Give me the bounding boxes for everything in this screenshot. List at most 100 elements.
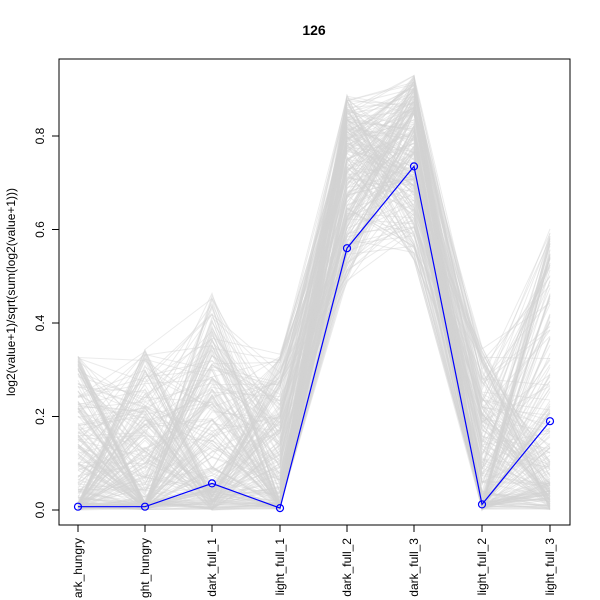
background-series-line bbox=[77, 106, 551, 509]
background-series-line bbox=[77, 167, 551, 498]
background-series-line bbox=[77, 110, 551, 511]
background-series-line bbox=[77, 136, 551, 510]
background-series-line bbox=[77, 124, 551, 511]
background-series-line bbox=[77, 92, 551, 509]
background-series-line bbox=[77, 95, 551, 511]
background-series-line bbox=[77, 133, 551, 509]
chart-title: 126 bbox=[302, 22, 326, 38]
background-series-line bbox=[77, 179, 551, 510]
background-series-line bbox=[77, 156, 551, 510]
background-series-line bbox=[77, 75, 551, 496]
x-axis: ark_hungry ght_hungry dark_full_1 light_ful… bbox=[71, 525, 557, 598]
background-series-line bbox=[77, 81, 551, 506]
background-series-line bbox=[77, 125, 551, 506]
background-series-line bbox=[77, 84, 551, 511]
background-series-line bbox=[77, 83, 551, 507]
background-series-line bbox=[77, 108, 551, 509]
background-series-line bbox=[77, 159, 551, 443]
x-tick-label: ark_hungry bbox=[71, 538, 85, 598]
x-tick-label: light_full_1 bbox=[273, 538, 287, 596]
background-series-line bbox=[77, 105, 551, 508]
background-series-line bbox=[77, 238, 551, 511]
background-series-line bbox=[77, 155, 551, 511]
y-tick-label: 0.8 bbox=[33, 127, 47, 144]
background-series-line bbox=[77, 83, 551, 503]
background-series-line bbox=[77, 99, 551, 510]
background-series-line bbox=[77, 120, 551, 509]
background-series-line bbox=[77, 74, 551, 508]
y-tick-label: 0.2 bbox=[33, 408, 47, 425]
y-tick-label: 0.4 bbox=[33, 314, 47, 331]
background-series-line bbox=[77, 96, 551, 511]
background-series-line bbox=[77, 107, 551, 507]
background-series-line bbox=[77, 135, 551, 506]
background-series-line bbox=[77, 134, 551, 511]
background-series-line bbox=[77, 94, 551, 508]
background-series-line bbox=[77, 119, 551, 510]
background-series-line bbox=[77, 112, 551, 504]
background-series-line bbox=[77, 103, 551, 510]
background-series-line bbox=[77, 118, 551, 505]
background-series-line bbox=[77, 212, 551, 509]
background-series-line bbox=[77, 128, 551, 481]
x-tick-label: dark_full_1 bbox=[205, 538, 219, 597]
background-series-line bbox=[77, 167, 551, 511]
background-series-line bbox=[77, 107, 551, 511]
background-series-line bbox=[77, 105, 551, 507]
background-series-line bbox=[77, 121, 551, 494]
background-series-line bbox=[77, 94, 551, 510]
background-series-line bbox=[77, 116, 551, 503]
background-series-line bbox=[77, 135, 551, 510]
background-series-line bbox=[77, 226, 551, 511]
background-series-line bbox=[77, 178, 551, 505]
background-series-line bbox=[77, 97, 551, 511]
background-series-line bbox=[77, 199, 551, 504]
background-series-line bbox=[77, 111, 551, 510]
background-series-line bbox=[77, 175, 551, 500]
background-series-line bbox=[77, 91, 551, 505]
y-axis: 0.0 0.2 0.4 0.6 0.8 bbox=[33, 127, 59, 518]
background-series-line bbox=[77, 105, 551, 509]
background-series-line bbox=[77, 147, 551, 510]
background-series-line bbox=[77, 116, 551, 510]
background-series-line bbox=[77, 108, 551, 511]
background-series-line bbox=[77, 108, 551, 510]
background-series-line bbox=[77, 161, 551, 505]
background-series-line bbox=[77, 108, 551, 511]
background-series-line bbox=[77, 123, 551, 510]
background-series-line bbox=[77, 128, 551, 509]
background-series-line bbox=[77, 95, 551, 465]
background-series-line bbox=[77, 121, 551, 510]
background-series-line bbox=[77, 102, 551, 502]
highlight-point bbox=[140, 502, 150, 511]
background-series-line bbox=[77, 89, 551, 500]
background-series-line bbox=[77, 112, 551, 507]
background-series-line bbox=[77, 212, 551, 505]
background-series-line bbox=[77, 218, 551, 508]
background-series-line bbox=[78, 175, 551, 504]
background-series-line bbox=[77, 81, 551, 510]
background-series-line bbox=[77, 88, 551, 507]
background-series-line bbox=[77, 146, 551, 509]
highlight-point bbox=[477, 500, 487, 509]
background-series-line bbox=[77, 177, 551, 507]
x-tick-label: dark_full_3 bbox=[407, 538, 421, 597]
background-series-line bbox=[77, 103, 551, 510]
background-series-line bbox=[77, 121, 551, 504]
background-series-line bbox=[77, 150, 551, 501]
background-series-line bbox=[77, 105, 551, 510]
background-series-line bbox=[77, 230, 551, 507]
background-series-line bbox=[77, 119, 551, 424]
background-series-line bbox=[77, 138, 551, 508]
background-series-line bbox=[77, 124, 551, 508]
background-series-line bbox=[77, 95, 551, 511]
background-series-line bbox=[77, 87, 551, 509]
background-series-line bbox=[77, 165, 551, 508]
background-series-line bbox=[77, 127, 551, 510]
background-series-line bbox=[77, 98, 551, 505]
plot-frame bbox=[58, 58, 571, 526]
background-series-line bbox=[77, 142, 551, 508]
background-series-line bbox=[77, 89, 551, 506]
y-tick-label: 0.0 bbox=[33, 501, 47, 518]
x-tick-label: dark_full_2 bbox=[340, 538, 354, 597]
